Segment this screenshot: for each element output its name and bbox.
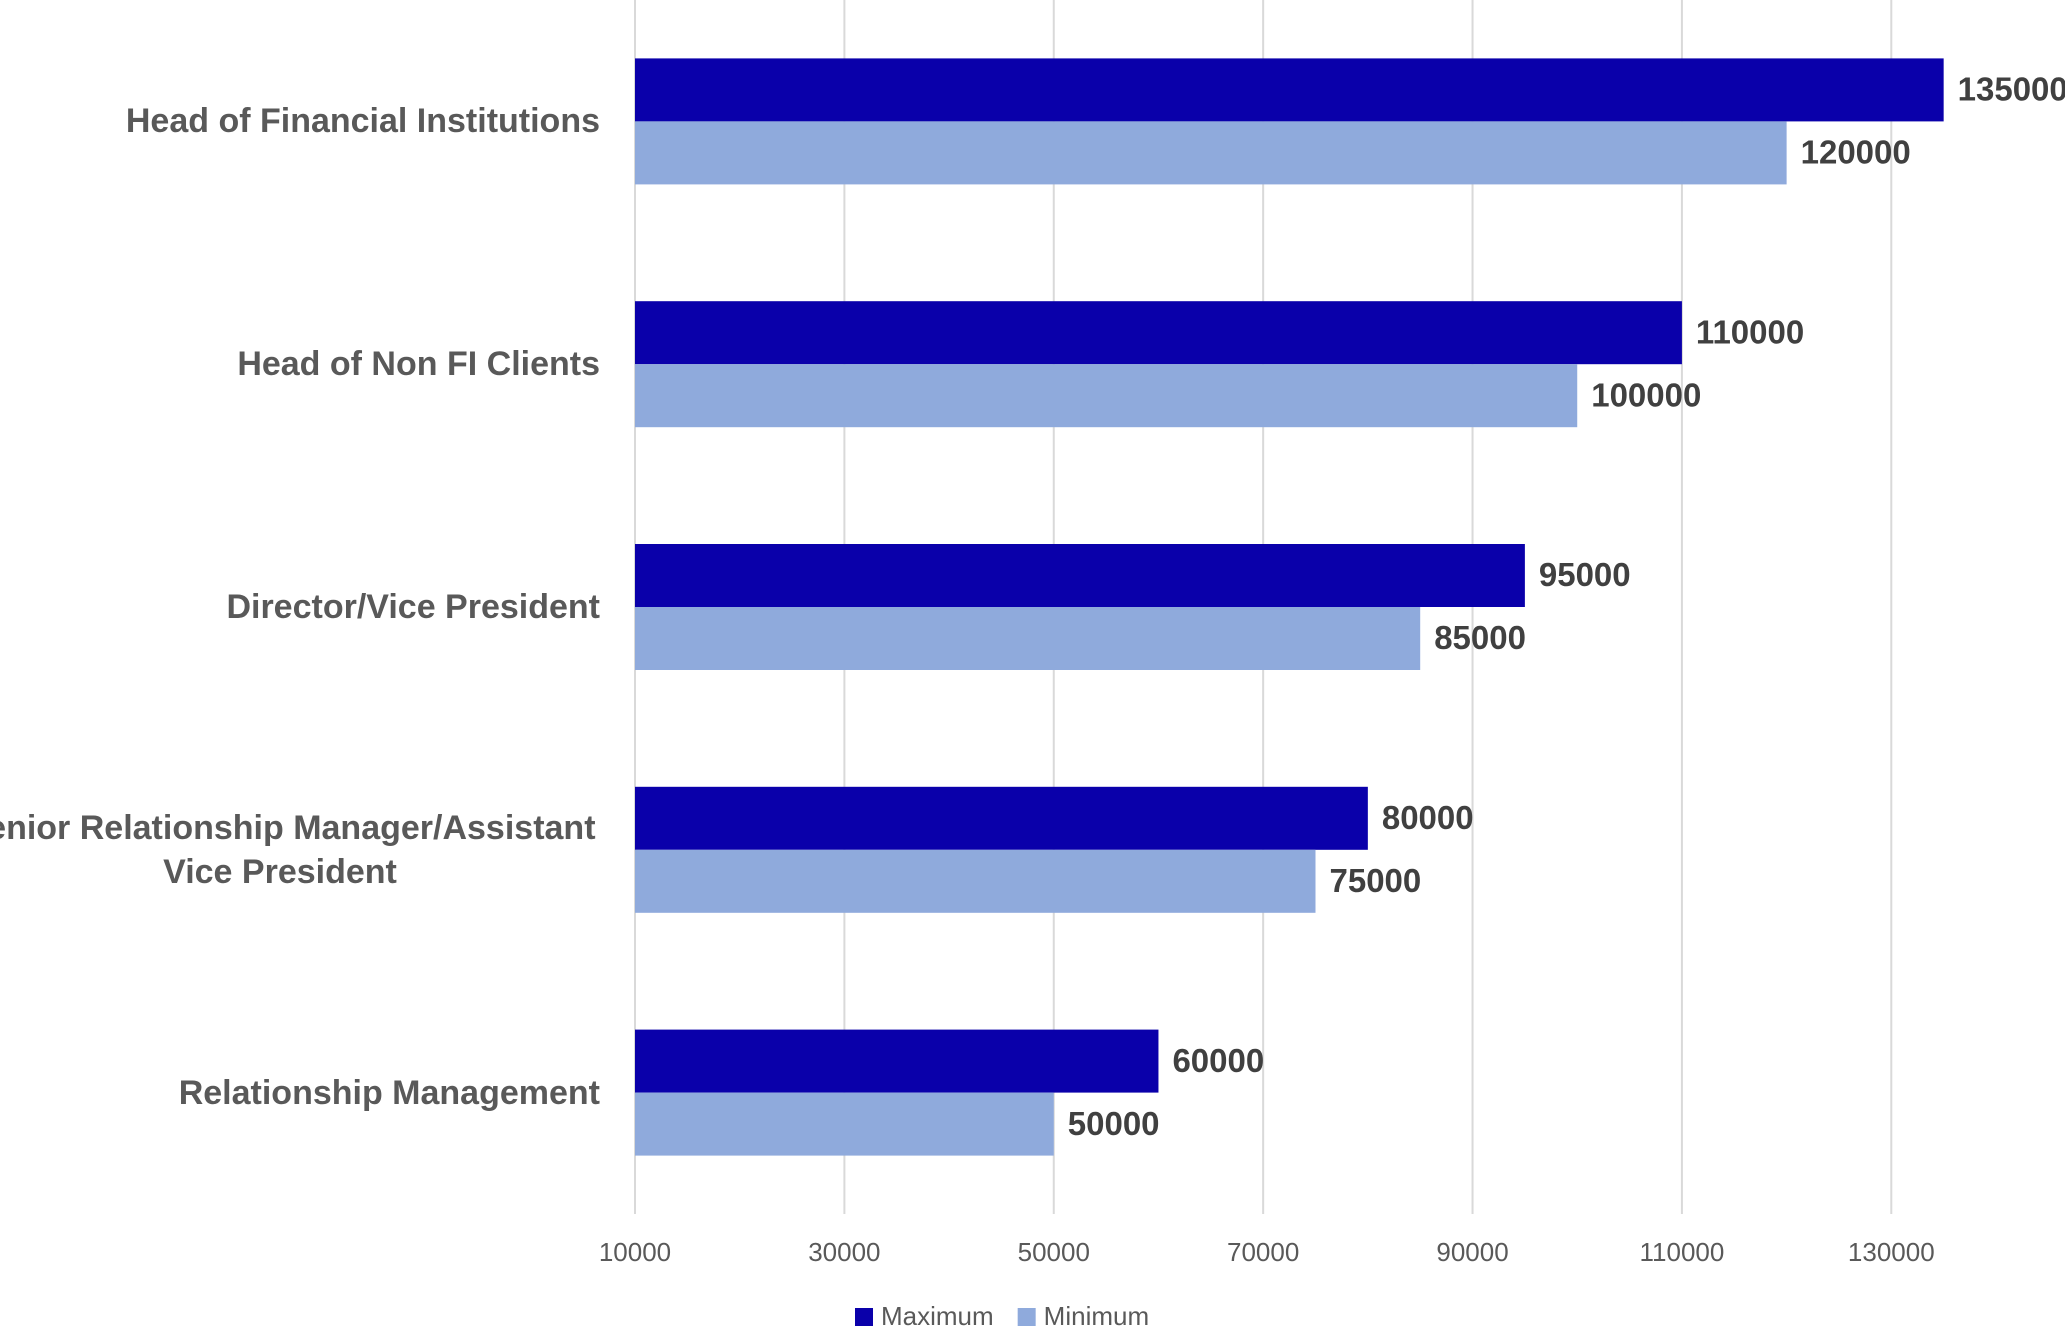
value-label: 60000 [1172,1042,1264,1079]
x-tick-label: 10000 [599,1237,671,1267]
x-tick-label: 110000 [1640,1237,1725,1267]
category-label-box: Relationship Management [0,1033,600,1153]
x-tick-label: 90000 [1436,1237,1508,1267]
y-tick-label: Director/Vice President [226,588,600,626]
category-label-box: Senior Relationship Manager/Assistant Vi… [0,790,600,910]
bar [635,121,1787,185]
category-label-box: Director/Vice President [0,547,600,667]
bar [635,544,1525,607]
bar [635,786,1368,850]
legend-label: Minimum [1044,1301,1149,1331]
value-label: 100000 [1591,376,1701,413]
x-tick-label: 130000 [1848,1237,1935,1267]
value-label: 85000 [1434,619,1526,656]
value-label: 75000 [1330,862,1422,899]
bar [635,849,1316,913]
bar [635,364,1578,428]
value-label: 135000 [1958,71,2065,108]
bar [635,58,1944,122]
bar [635,1092,1054,1156]
x-tick-label: 70000 [1227,1237,1299,1267]
legend-swatch [855,1308,873,1326]
category-label-box: Head of Financial Institutions [0,61,600,181]
x-tick-label: 30000 [808,1237,880,1267]
legend-swatch [1017,1308,1036,1326]
category-label-box: Head of Non FI Clients [0,304,600,424]
value-label: 120000 [1801,134,1911,171]
bar [635,607,1421,670]
y-tick-label: Head of Financial Institutions [125,102,600,141]
value-label: 95000 [1539,556,1631,593]
x-tick-label: 50000 [1018,1237,1090,1267]
value-label: 110000 [1696,313,1804,350]
value-label: 80000 [1382,799,1474,836]
y-tick-label: Senior Relationship Manager/Assistant Vi… [0,808,596,891]
bar [635,301,1682,365]
value-label: 50000 [1068,1105,1160,1142]
bar [635,1029,1159,1093]
legend-label: Maximum [881,1301,994,1331]
y-tick-label: Head of Non FI Clients [237,345,600,384]
y-tick-label: Relationship Management [178,1073,600,1112]
